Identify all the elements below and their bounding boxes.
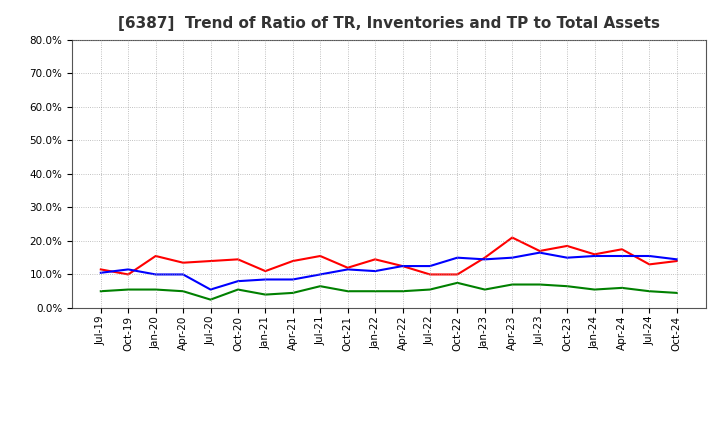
Trade Receivables	[206, 258, 215, 264]
Inventories	[453, 255, 462, 260]
Trade Payables	[371, 289, 379, 294]
Inventories	[426, 264, 434, 269]
Trade Receivables	[618, 247, 626, 252]
Trade Payables	[151, 287, 160, 292]
Inventories	[343, 267, 352, 272]
Trade Receivables	[371, 257, 379, 262]
Trade Receivables	[590, 252, 599, 257]
Trade Receivables	[453, 272, 462, 277]
Title: [6387]  Trend of Ratio of TR, Inventories and TP to Total Assets: [6387] Trend of Ratio of TR, Inventories…	[118, 16, 660, 32]
Line: Trade Payables: Trade Payables	[101, 283, 677, 300]
Trade Payables	[179, 289, 187, 294]
Trade Payables	[536, 282, 544, 287]
Trade Payables	[316, 283, 325, 289]
Inventories	[179, 272, 187, 277]
Trade Receivables	[151, 253, 160, 259]
Trade Payables	[96, 289, 105, 294]
Trade Payables	[206, 297, 215, 302]
Trade Receivables	[289, 258, 297, 264]
Trade Receivables	[672, 258, 681, 264]
Inventories	[618, 253, 626, 259]
Trade Receivables	[179, 260, 187, 265]
Inventories	[508, 255, 516, 260]
Inventories	[480, 257, 489, 262]
Inventories	[645, 253, 654, 259]
Inventories	[206, 287, 215, 292]
Trade Receivables	[398, 264, 407, 269]
Inventories	[536, 250, 544, 255]
Inventories	[590, 253, 599, 259]
Trade Payables	[426, 287, 434, 292]
Trade Payables	[289, 290, 297, 296]
Trade Receivables	[261, 268, 270, 274]
Trade Payables	[590, 287, 599, 292]
Trade Receivables	[508, 235, 516, 240]
Trade Receivables	[124, 272, 132, 277]
Trade Receivables	[536, 248, 544, 253]
Inventories	[233, 279, 242, 284]
Inventories	[563, 255, 572, 260]
Line: Inventories: Inventories	[101, 253, 677, 290]
Trade Payables	[124, 287, 132, 292]
Trade Receivables	[233, 257, 242, 262]
Trade Payables	[480, 287, 489, 292]
Inventories	[289, 277, 297, 282]
Trade Receivables	[480, 255, 489, 260]
Trade Payables	[398, 289, 407, 294]
Trade Receivables	[426, 272, 434, 277]
Trade Payables	[233, 287, 242, 292]
Inventories	[672, 257, 681, 262]
Inventories	[371, 268, 379, 274]
Trade Payables	[508, 282, 516, 287]
Trade Payables	[343, 289, 352, 294]
Inventories	[96, 270, 105, 275]
Inventories	[124, 267, 132, 272]
Trade Receivables	[316, 253, 325, 259]
Trade Payables	[672, 290, 681, 296]
Trade Payables	[645, 289, 654, 294]
Trade Receivables	[563, 243, 572, 249]
Trade Payables	[618, 285, 626, 290]
Inventories	[316, 272, 325, 277]
Trade Payables	[453, 280, 462, 286]
Trade Receivables	[645, 262, 654, 267]
Trade Receivables	[343, 265, 352, 270]
Trade Receivables	[96, 267, 105, 272]
Line: Trade Receivables: Trade Receivables	[101, 238, 677, 275]
Inventories	[151, 272, 160, 277]
Inventories	[261, 277, 270, 282]
Trade Payables	[563, 283, 572, 289]
Trade Payables	[261, 292, 270, 297]
Inventories	[398, 264, 407, 269]
